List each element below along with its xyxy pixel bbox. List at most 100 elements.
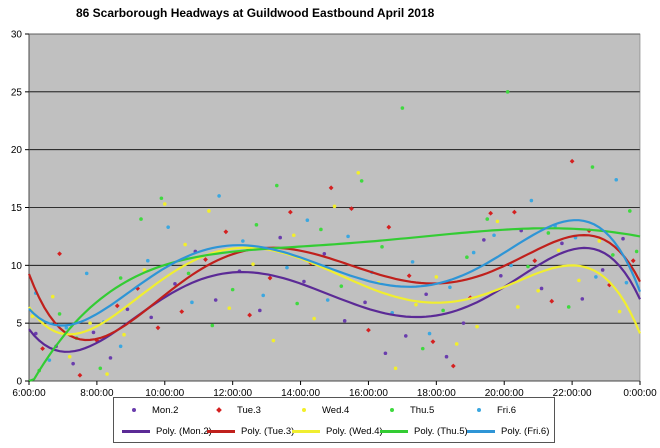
legend-line — [380, 429, 408, 433]
data-point — [509, 263, 513, 268]
data-point — [383, 351, 388, 356]
data-point — [71, 361, 75, 366]
legend-item: Wed.4 — [294, 402, 349, 418]
data-point — [611, 253, 615, 257]
data-point — [258, 308, 262, 313]
data-point — [254, 223, 259, 227]
data-point — [77, 372, 83, 378]
data-point — [410, 260, 415, 264]
x-tick-label: 22:00:00 — [553, 388, 592, 399]
data-point — [322, 251, 327, 256]
x-tick-label: 20:00:00 — [485, 388, 524, 399]
data-point — [465, 255, 469, 260]
data-point — [516, 305, 520, 309]
legend-marker — [469, 405, 491, 415]
data-point — [183, 242, 187, 247]
data-point — [400, 106, 405, 110]
data-point — [227, 306, 232, 310]
data-point — [261, 293, 266, 298]
data-point — [485, 217, 490, 221]
legend-item-trend: Poly. (Thu.5) — [380, 423, 468, 439]
data-point — [186, 271, 191, 276]
legend-marker — [382, 405, 404, 415]
data-point — [556, 248, 561, 253]
data-point — [600, 268, 605, 272]
data-point — [267, 275, 273, 281]
chart-title: 86 Scarborough Headways at Guildwood Eas… — [76, 6, 435, 20]
data-point — [424, 292, 428, 297]
data-point — [505, 90, 510, 94]
data-point — [135, 286, 141, 291]
trendline — [28, 227, 641, 383]
data-point — [105, 372, 109, 376]
data-point — [142, 268, 147, 272]
data-point — [546, 231, 551, 235]
data-point — [617, 309, 622, 314]
data-point — [64, 325, 69, 330]
legend-label: Poly. (Wed.4) — [326, 425, 383, 437]
data-point — [403, 334, 408, 338]
data-point — [580, 297, 585, 301]
legend-item-trend: Poly. (Mon.2) — [122, 423, 212, 439]
legend-label: Fri.6 — [497, 404, 516, 416]
legend-marker — [294, 405, 316, 415]
data-point — [332, 204, 337, 209]
legend-line — [467, 429, 495, 433]
data-point — [139, 217, 143, 221]
data-point — [50, 294, 55, 299]
data-point — [125, 307, 130, 312]
data-point — [529, 198, 534, 203]
x-tick-label: 14:00:00 — [281, 388, 320, 399]
x-tick-label: 18:00:00 — [417, 388, 456, 399]
data-point — [190, 300, 194, 305]
data-point — [560, 241, 564, 246]
data-point — [312, 316, 316, 321]
data-point — [427, 331, 432, 336]
data-point — [356, 171, 361, 175]
data-point — [305, 218, 310, 223]
data-point — [149, 315, 153, 320]
y-tick-label: 5 — [16, 319, 22, 330]
data-point — [162, 202, 167, 206]
data-point — [594, 275, 598, 279]
data-point — [328, 185, 334, 191]
data-point — [247, 312, 253, 318]
y-tick-label: 0 — [16, 377, 22, 388]
y-tick-label: 20 — [11, 145, 23, 156]
legend-line — [207, 429, 235, 433]
data-point — [597, 239, 602, 243]
data-point — [577, 278, 581, 283]
legend-item-trend: Poly. (Wed.4) — [292, 423, 383, 439]
data-point — [251, 262, 255, 266]
data-point — [590, 165, 595, 169]
data-point — [532, 258, 538, 264]
legend-label: Poly. (Tue.3) — [241, 425, 295, 437]
y-tick-label: 10 — [11, 261, 23, 272]
data-point — [342, 319, 347, 323]
data-point — [67, 354, 72, 359]
x-tick-label: 12:00:00 — [213, 388, 252, 399]
data-point — [346, 234, 350, 239]
data-point — [213, 298, 218, 302]
trendline — [28, 219, 642, 327]
data-point — [406, 273, 412, 279]
data-point — [173, 282, 177, 286]
data-point — [420, 346, 425, 351]
x-tick-label: 6:00:00 — [12, 388, 46, 399]
data-point — [118, 276, 123, 280]
data-point — [526, 264, 530, 269]
data-point — [380, 245, 384, 249]
data-point — [274, 183, 279, 188]
legend-marker — [124, 405, 146, 415]
data-point — [363, 300, 367, 305]
data-point — [471, 250, 476, 255]
y-tick-label: 30 — [11, 30, 23, 41]
y-tick-label: 25 — [11, 87, 23, 98]
legend-label: Mon.2 — [152, 404, 179, 416]
legend-label: Poly. (Mon.2) — [156, 425, 212, 437]
data-point — [91, 330, 96, 335]
data-point — [454, 342, 459, 346]
data-point — [94, 338, 100, 343]
data-point — [430, 339, 436, 345]
